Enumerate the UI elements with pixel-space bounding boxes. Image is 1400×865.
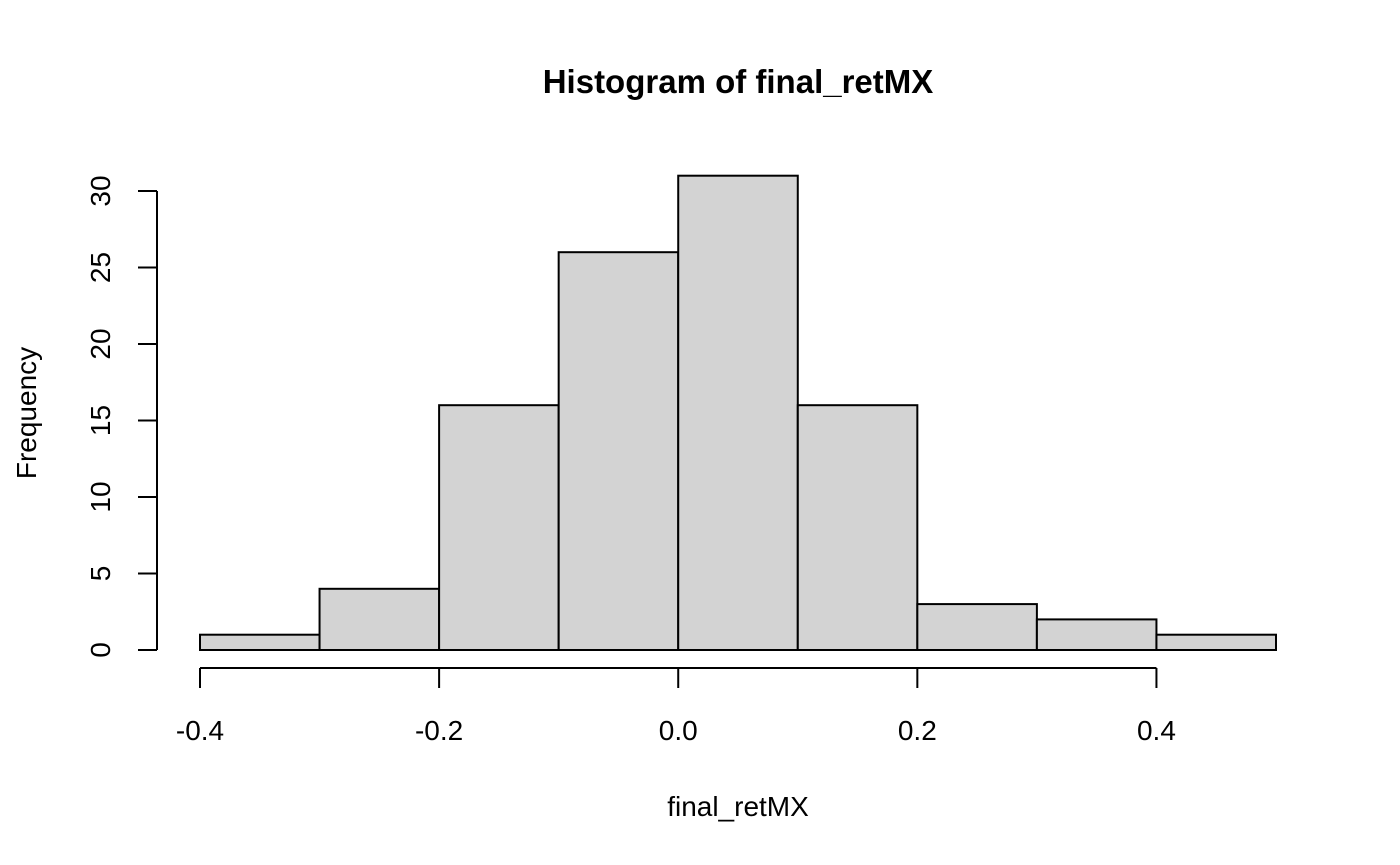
x-axis: -0.4 -0.2 0.0 0.2 0.4	[176, 667, 1176, 746]
y-tick-label: 15	[85, 405, 116, 436]
histogram-bar	[677, 174, 799, 651]
y-tick-label: 10	[85, 481, 116, 512]
histogram-bar	[796, 404, 919, 652]
x-tick-label: -0.4	[176, 715, 224, 746]
y-axis-label: Frequency	[11, 347, 42, 479]
x-tick-label: 0.4	[1137, 715, 1176, 746]
histogram-bar	[557, 251, 680, 651]
histogram-bar	[318, 587, 441, 651]
y-tick-label: 25	[85, 252, 116, 283]
histogram-bar	[1035, 618, 1158, 652]
x-tick-label: 0.2	[898, 715, 937, 746]
x-tick-label: 0.0	[659, 715, 698, 746]
histogram-bar	[438, 404, 560, 652]
y-tick-label: 0	[85, 642, 116, 658]
histogram-bar	[1155, 633, 1278, 652]
histogram-bar	[199, 633, 321, 652]
x-axis-label: final_retMX	[667, 791, 809, 822]
histogram-bar	[916, 603, 1038, 651]
chart-title: Histogram of final_retMX	[543, 63, 934, 100]
x-tick-label: -0.2	[415, 715, 463, 746]
y-tick-label: 30	[85, 175, 116, 206]
y-tick-label: 20	[85, 328, 116, 359]
y-axis: 0 5 10 15 20 25 30	[85, 175, 158, 658]
bars-group	[199, 174, 1278, 652]
y-tick-label: 5	[85, 566, 116, 582]
